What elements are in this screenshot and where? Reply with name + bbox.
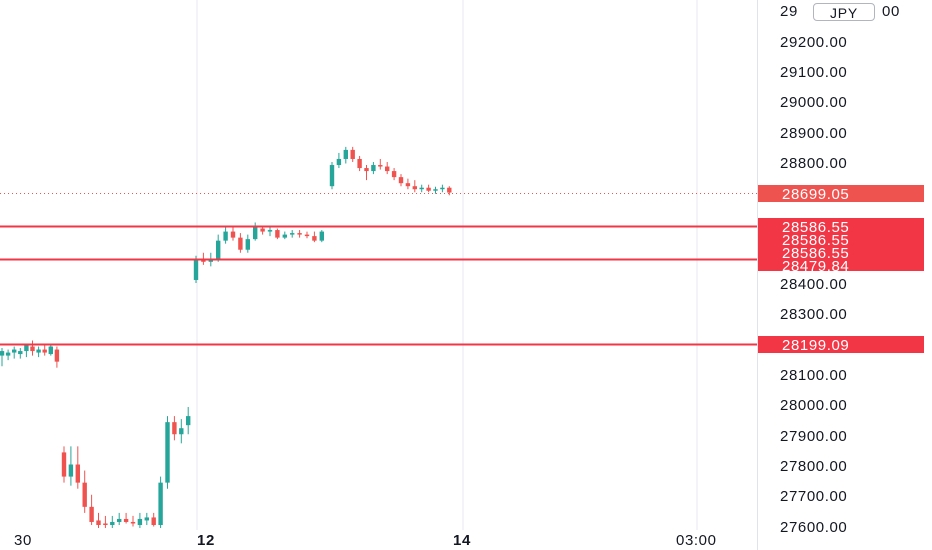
price-tick-top-partial-end: 00 (882, 3, 900, 20)
candle-up (144, 517, 149, 521)
price-tick: 29000.00 (780, 94, 847, 111)
candle-up (433, 189, 438, 191)
candle-up (179, 428, 184, 435)
last-price-tag (758, 185, 924, 202)
time-label: 03:00 (676, 532, 717, 549)
candle-down (42, 349, 47, 353)
price-tags: 28699.05 28586.55 28586.55 28586.55 2847… (758, 185, 924, 354)
price-tick: 28400.00 (780, 276, 847, 293)
candle-up (329, 165, 335, 187)
price-tick: 28300.00 (780, 306, 847, 323)
price-tick: 27700.00 (780, 488, 847, 505)
candle-down (172, 422, 177, 435)
candle-up (117, 518, 122, 522)
price-tick: 28800.00 (780, 155, 847, 172)
candle-down (238, 237, 243, 250)
candle-up (158, 482, 163, 525)
level-label: 28199.09 (782, 337, 849, 354)
candle-down (297, 233, 302, 235)
candles (0, 146, 452, 529)
grid (196, 0, 698, 530)
candle-up (223, 231, 228, 241)
candle-down (391, 171, 397, 178)
candle-down (89, 506, 94, 522)
level-label: 28586.55 (782, 245, 849, 262)
time-axis[interactable]: 30 12 14 03:00 (14, 532, 717, 549)
candle-up (186, 416, 191, 426)
candle-down (398, 177, 404, 184)
candle-up (18, 351, 23, 355)
candle-down (123, 518, 129, 522)
price-tick: 28900.00 (780, 125, 847, 142)
level-label: 28586.55 (782, 232, 849, 249)
price-tick-top-partial: 29 (780, 3, 798, 20)
candle-up (24, 345, 29, 352)
candle-up (440, 187, 445, 190)
candle-down (385, 166, 390, 172)
last-price-label: 28699.05 (782, 186, 849, 203)
candle-down (426, 187, 431, 191)
candle-up (110, 521, 115, 525)
candle-up (216, 240, 221, 259)
candle-up (245, 239, 250, 250)
candle-down (130, 521, 136, 524)
candle-up (319, 231, 324, 241)
candle-down (447, 187, 452, 193)
candle-up (267, 230, 273, 232)
candle-down (82, 482, 87, 507)
candle-down (61, 452, 67, 477)
candle-up (343, 149, 348, 159)
candle-down (275, 230, 280, 238)
candle-down (30, 346, 35, 352)
price-tick: 27900.00 (780, 428, 847, 445)
candle-down (96, 520, 101, 525)
price-tick: 29200.00 (780, 34, 847, 51)
candle-up (0, 351, 5, 356)
level-label: 28479.84 (782, 258, 849, 275)
price-tick: 29100.00 (780, 64, 847, 81)
candle-up (290, 233, 295, 235)
candle-down (75, 464, 80, 483)
candle-up (253, 225, 258, 240)
candle-up (419, 187, 424, 190)
candle-down (260, 228, 265, 232)
candle-up (193, 258, 199, 280)
price-tick: 27600.00 (780, 519, 847, 536)
candle-up (68, 464, 74, 477)
level-tags-stack (758, 218, 924, 271)
candle-up (5, 352, 11, 356)
candle-down (378, 165, 383, 167)
candle-down (54, 349, 60, 362)
candle-down (357, 158, 362, 169)
time-label: 14 (453, 532, 471, 549)
candle-up (137, 518, 143, 525)
candle-down (350, 149, 355, 159)
price-axis-background (757, 0, 932, 550)
currency-badge[interactable]: JPY (813, 3, 875, 21)
candle-up (165, 422, 170, 483)
candle-down (103, 523, 108, 525)
level-label: 28586.55 (782, 219, 849, 236)
level-tag (758, 336, 924, 353)
candle-down (364, 168, 369, 172)
candle-down (405, 183, 411, 187)
candle-up (48, 346, 53, 355)
candle-up (36, 349, 41, 353)
price-tick: 28000.00 (780, 397, 847, 414)
candle-down (230, 231, 236, 238)
price-axis[interactable]: 29 00 29200.00 29100.00 29000.00 28900.0… (780, 3, 900, 536)
candle-up (12, 349, 17, 353)
candle-up (336, 158, 342, 166)
time-label: 30 (14, 532, 32, 549)
candle-down (304, 234, 310, 237)
price-tick: 27800.00 (780, 458, 847, 475)
candle-down (412, 186, 417, 190)
price-tick: 28100.00 (780, 367, 847, 384)
candle-up (282, 234, 287, 238)
time-label: 12 (197, 532, 215, 549)
candle-down (312, 236, 317, 241)
candle-down (151, 517, 156, 525)
candle-up (371, 165, 376, 172)
